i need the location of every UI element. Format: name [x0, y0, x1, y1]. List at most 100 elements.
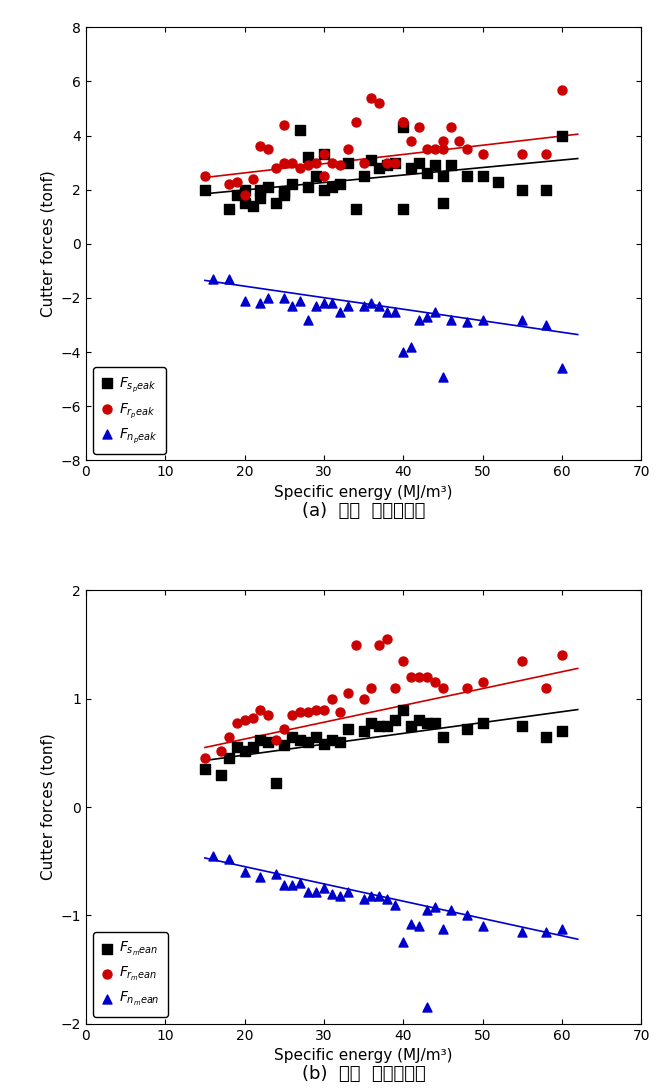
- Point: [414, 154, 424, 171]
- Point: [557, 647, 567, 664]
- Point: [239, 195, 250, 212]
- Point: [557, 359, 567, 377]
- Point: [414, 311, 424, 329]
- Point: [287, 175, 297, 193]
- Point: [541, 146, 551, 163]
- Point: [223, 727, 234, 745]
- Point: [263, 140, 274, 158]
- Legend: $F_{s_mean}$, $F_{r_mean}$, $F_{n_mean}$: $F_{s_mean}$, $F_{r_mean}$, $F_{n_mean}$: [93, 932, 168, 1017]
- Point: [430, 898, 440, 916]
- Y-axis label: Cutter forces (tonf): Cutter forces (tonf): [40, 734, 55, 880]
- Point: [406, 717, 416, 734]
- Point: [215, 742, 226, 759]
- Point: [271, 866, 282, 883]
- Point: [557, 81, 567, 98]
- Point: [382, 717, 393, 734]
- Point: [342, 297, 353, 315]
- Point: [517, 146, 527, 163]
- Point: [247, 710, 258, 727]
- Point: [398, 652, 408, 670]
- Point: [438, 680, 448, 697]
- Point: [231, 173, 242, 191]
- Point: [311, 701, 321, 719]
- Point: [327, 154, 337, 171]
- Point: [414, 669, 424, 686]
- Point: [334, 703, 345, 721]
- Point: [279, 184, 290, 201]
- Point: [461, 720, 472, 737]
- Point: [303, 883, 313, 901]
- Point: [461, 168, 472, 185]
- Point: [422, 714, 432, 732]
- Point: [303, 157, 313, 174]
- Point: [334, 175, 345, 193]
- Point: [422, 669, 432, 686]
- Point: [438, 195, 448, 212]
- Point: [247, 170, 258, 187]
- Point: [327, 690, 337, 708]
- Y-axis label: Cutter forces (tonf): Cutter forces (tonf): [40, 171, 55, 317]
- Text: (b)  평균  커터작용력: (b) 평균 커터작용력: [301, 1065, 426, 1084]
- Point: [319, 146, 329, 163]
- Point: [327, 179, 337, 196]
- Point: [295, 159, 305, 176]
- Point: [358, 297, 369, 315]
- Point: [398, 113, 408, 131]
- Point: [200, 749, 210, 767]
- Point: [334, 888, 345, 905]
- Point: [366, 89, 377, 107]
- Point: [382, 157, 393, 174]
- Point: [358, 722, 369, 739]
- Point: [374, 888, 385, 905]
- Point: [541, 922, 551, 940]
- Point: [374, 636, 385, 653]
- Point: [279, 117, 290, 134]
- Point: [295, 703, 305, 721]
- Point: [557, 920, 567, 938]
- Point: [334, 733, 345, 750]
- Point: [239, 742, 250, 759]
- Point: [271, 774, 282, 792]
- Point: [541, 317, 551, 334]
- Point: [287, 727, 297, 745]
- Point: [406, 915, 416, 932]
- Point: [541, 680, 551, 697]
- Point: [255, 137, 266, 155]
- Point: [382, 154, 393, 171]
- Point: [239, 712, 250, 730]
- Point: [255, 701, 266, 719]
- Point: [390, 303, 401, 320]
- Point: [295, 874, 305, 892]
- Point: [358, 690, 369, 708]
- Point: [223, 175, 234, 193]
- Legend: $F_{s_peak}$, $F_{r_peak}$, $F_{n_peak}$: $F_{s_peak}$, $F_{r_peak}$, $F_{n_peak}$: [93, 367, 166, 453]
- Point: [255, 181, 266, 198]
- X-axis label: Specific energy (MJ/m³): Specific energy (MJ/m³): [274, 1048, 453, 1063]
- Point: [263, 179, 274, 196]
- Point: [366, 714, 377, 732]
- Point: [398, 113, 408, 131]
- Point: [327, 295, 337, 313]
- Point: [406, 338, 416, 355]
- Point: [319, 181, 329, 198]
- Point: [422, 308, 432, 326]
- Point: [446, 119, 456, 136]
- Point: [303, 311, 313, 329]
- Point: [319, 735, 329, 752]
- Point: [319, 701, 329, 719]
- Point: [461, 680, 472, 697]
- Point: [342, 154, 353, 171]
- Point: [255, 295, 266, 313]
- Point: [311, 154, 321, 171]
- Point: [358, 891, 369, 908]
- Point: [461, 314, 472, 331]
- Point: [430, 303, 440, 320]
- Point: [311, 727, 321, 745]
- Point: [342, 883, 353, 901]
- Point: [414, 917, 424, 934]
- Point: [477, 146, 488, 163]
- Point: [477, 917, 488, 934]
- Point: [223, 851, 234, 868]
- Point: [414, 119, 424, 136]
- Point: [239, 292, 250, 309]
